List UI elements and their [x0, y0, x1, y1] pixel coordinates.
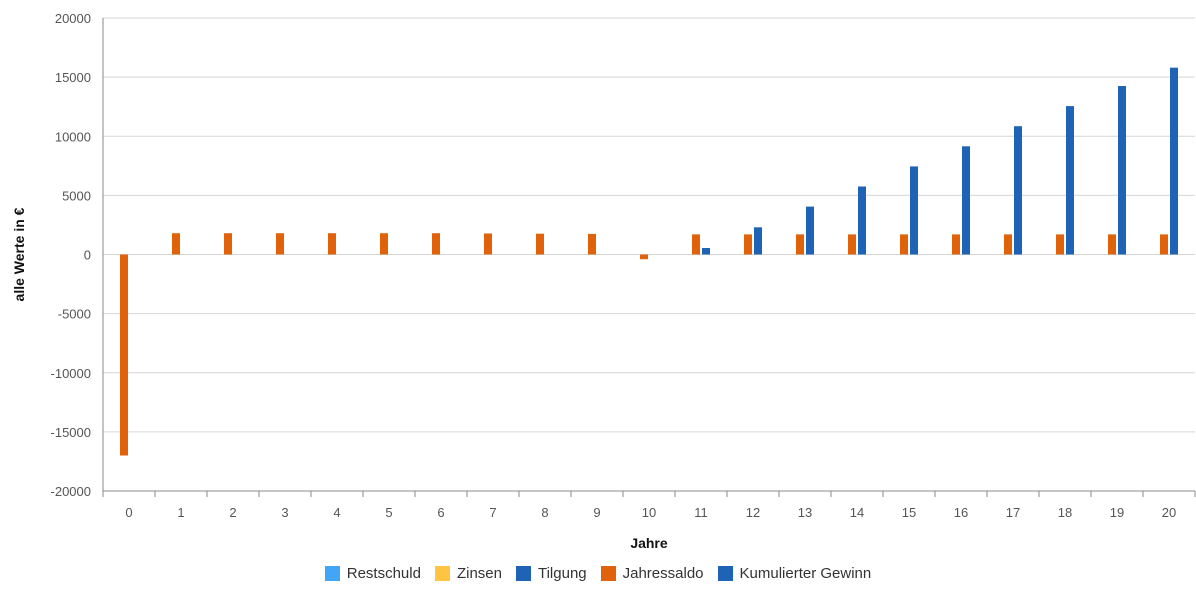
- bar-kumulierter-gewinn: [1118, 85, 1126, 255]
- y-tick-label: -10000: [51, 366, 91, 381]
- bar-kumulierter-gewinn: [1066, 106, 1074, 255]
- legend-item[interactable]: Zinsen: [434, 565, 502, 582]
- bar-jahressaldo: [380, 233, 388, 255]
- legend-item[interactable]: Jahressaldo: [600, 565, 704, 582]
- x-tick-label: 13: [798, 505, 812, 520]
- legend-swatch: [717, 566, 733, 581]
- x-tick-label: 3: [281, 505, 288, 520]
- x-tick-label: 14: [850, 505, 864, 520]
- bar-jahressaldo: [172, 233, 180, 255]
- bar-jahressaldo: [952, 234, 960, 255]
- bar-jahressaldo: [120, 254, 128, 456]
- x-tick-label: 7: [489, 505, 496, 520]
- bar-jahressaldo: [588, 233, 596, 255]
- y-tick-label: -5000: [58, 307, 91, 322]
- legend-swatch: [515, 566, 531, 581]
- legend-swatch: [600, 566, 616, 581]
- bar-kumulierter-gewinn: [962, 146, 970, 255]
- legend-item[interactable]: Kumulierter Gewinn: [717, 565, 872, 582]
- x-tick-label: 15: [902, 505, 916, 520]
- bar-jahressaldo: [900, 234, 908, 255]
- bar-jahressaldo: [224, 233, 232, 255]
- bar-kumulierter-gewinn: [910, 166, 918, 255]
- x-tick-label: 1: [177, 505, 184, 520]
- bar-jahressaldo: [796, 234, 804, 255]
- legend-label: Kumulierter Gewinn: [739, 565, 872, 582]
- bar-jahressaldo: [536, 233, 544, 255]
- bar-jahressaldo: [1004, 234, 1012, 255]
- y-tick-label: 0: [84, 248, 91, 263]
- bar-jahressaldo: [744, 234, 752, 255]
- legend-label: Jahressaldo: [622, 565, 704, 582]
- bar-jahressaldo: [1056, 234, 1064, 255]
- bar-jahressaldo: [1160, 234, 1168, 255]
- y-tick-label: 10000: [55, 129, 91, 144]
- bar-kumulierter-gewinn: [858, 186, 866, 255]
- bar-jahressaldo: [432, 233, 440, 255]
- bar-kumulierter-gewinn: [702, 247, 710, 255]
- x-tick-label: 19: [1110, 505, 1124, 520]
- y-tick-label: 20000: [55, 11, 91, 26]
- bar-jahressaldo: [848, 234, 856, 255]
- x-tick-label: 9: [593, 505, 600, 520]
- bar-kumulierter-gewinn: [806, 206, 814, 255]
- x-tick-label: 20: [1162, 505, 1176, 520]
- y-tick-label: -20000: [51, 484, 91, 499]
- bar-jahressaldo: [484, 233, 492, 255]
- legend-item[interactable]: Restschuld: [324, 565, 421, 582]
- x-tick-label: 0: [125, 505, 132, 520]
- x-tick-label: 16: [954, 505, 968, 520]
- bar-kumulierter-gewinn: [1014, 126, 1022, 255]
- x-tick-label: 8: [541, 505, 548, 520]
- legend-label: Restschuld: [346, 565, 421, 582]
- legend-swatch: [324, 566, 340, 581]
- bar-jahressaldo: [1108, 234, 1116, 255]
- bar-kumulierter-gewinn: [1170, 67, 1178, 255]
- legend-swatch: [434, 566, 450, 581]
- legend-item[interactable]: Tilgung: [515, 565, 587, 582]
- y-axis-title: alle Werte in €: [11, 207, 27, 301]
- x-tick-label: 2: [229, 505, 236, 520]
- bar-jahressaldo: [276, 233, 284, 255]
- legend-label: Zinsen: [456, 565, 502, 582]
- y-tick-label: 5000: [62, 188, 91, 203]
- x-tick-label: 18: [1058, 505, 1072, 520]
- legend-label: Tilgung: [537, 565, 587, 582]
- bar-jahressaldo: [640, 254, 648, 260]
- x-tick-label: 12: [746, 505, 760, 520]
- bar-jahressaldo: [328, 233, 336, 255]
- x-tick-label: 11: [694, 505, 708, 520]
- x-tick-label: 4: [333, 505, 340, 520]
- y-tick-label: 15000: [55, 70, 91, 85]
- x-tick-label: 5: [385, 505, 392, 520]
- x-tick-label: 10: [642, 505, 656, 520]
- y-tick-label: -15000: [51, 425, 91, 440]
- bar-jahressaldo: [692, 234, 700, 255]
- x-axis-title: Jahre: [630, 535, 668, 551]
- legend: Restschuld Zinsen Tilgung Jahressaldo Kumuli…: [0, 565, 1196, 582]
- x-tick-label: 6: [437, 505, 444, 520]
- bar-kumulierter-gewinn: [754, 227, 762, 255]
- x-tick-label: 17: [1006, 505, 1020, 520]
